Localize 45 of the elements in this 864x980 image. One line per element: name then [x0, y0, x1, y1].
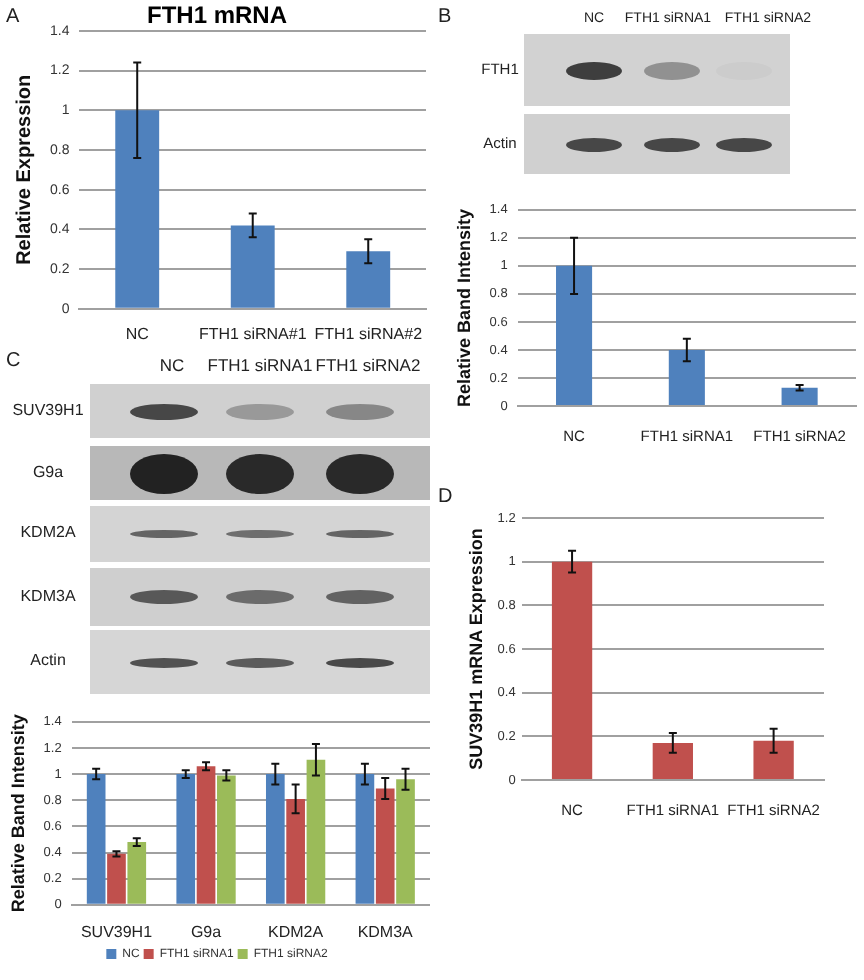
x-tick-label: FTH1 siRNA#2: [314, 324, 424, 343]
bar: [375, 788, 395, 904]
text: B: [438, 6, 452, 28]
y-axis-title: SUV39H1 mRNA Expression: [465, 528, 486, 770]
bar: [196, 766, 216, 904]
bar: [781, 387, 818, 405]
bar: [127, 842, 147, 904]
bar: [652, 742, 693, 779]
bar: [217, 775, 236, 904]
category-label: G9a: [32, 462, 64, 481]
bar: [107, 853, 126, 904]
bar: [286, 798, 305, 904]
bar: [176, 774, 196, 904]
y-axis-title: Relative Band Intensity: [7, 714, 28, 913]
bar: [230, 225, 275, 308]
chart-title: FTH1 mRNA: [146, 1, 288, 30]
x-tick-label: KDM2A: [268, 922, 325, 941]
category-label: NC: [159, 354, 185, 376]
category-label: SUV39H1: [12, 400, 84, 419]
x-tick-label: NC: [125, 324, 150, 343]
x-tick-label: G9a: [190, 922, 223, 941]
category-label: Actin: [30, 651, 66, 670]
y-axis-title: Relative Band Intensity: [453, 208, 474, 407]
x-tick-label: KDM3A: [357, 922, 415, 941]
bar: [306, 759, 326, 904]
category-label: KDM3A: [20, 586, 76, 605]
bar: [668, 349, 705, 405]
text: C: [6, 350, 21, 372]
y-axis-title: Relative Expression: [13, 74, 36, 265]
bar: [115, 110, 160, 308]
category-label: FTH1 siRNA1: [207, 354, 313, 376]
text: A: [6, 6, 20, 28]
x-tick-label: FTH1 siRNA#1: [198, 324, 308, 343]
text: D: [438, 486, 453, 508]
bar: [556, 265, 593, 405]
bar: [265, 774, 285, 904]
bar: [346, 251, 391, 308]
bar: [355, 774, 375, 904]
bar: [396, 779, 415, 904]
bar: [86, 774, 106, 904]
bar: [753, 740, 794, 779]
category-label: FTH1 siRNA2: [315, 354, 421, 376]
x-tick-label: SUV39H1: [80, 922, 154, 941]
bar: [551, 561, 593, 779]
category-label: KDM2A: [20, 523, 76, 542]
